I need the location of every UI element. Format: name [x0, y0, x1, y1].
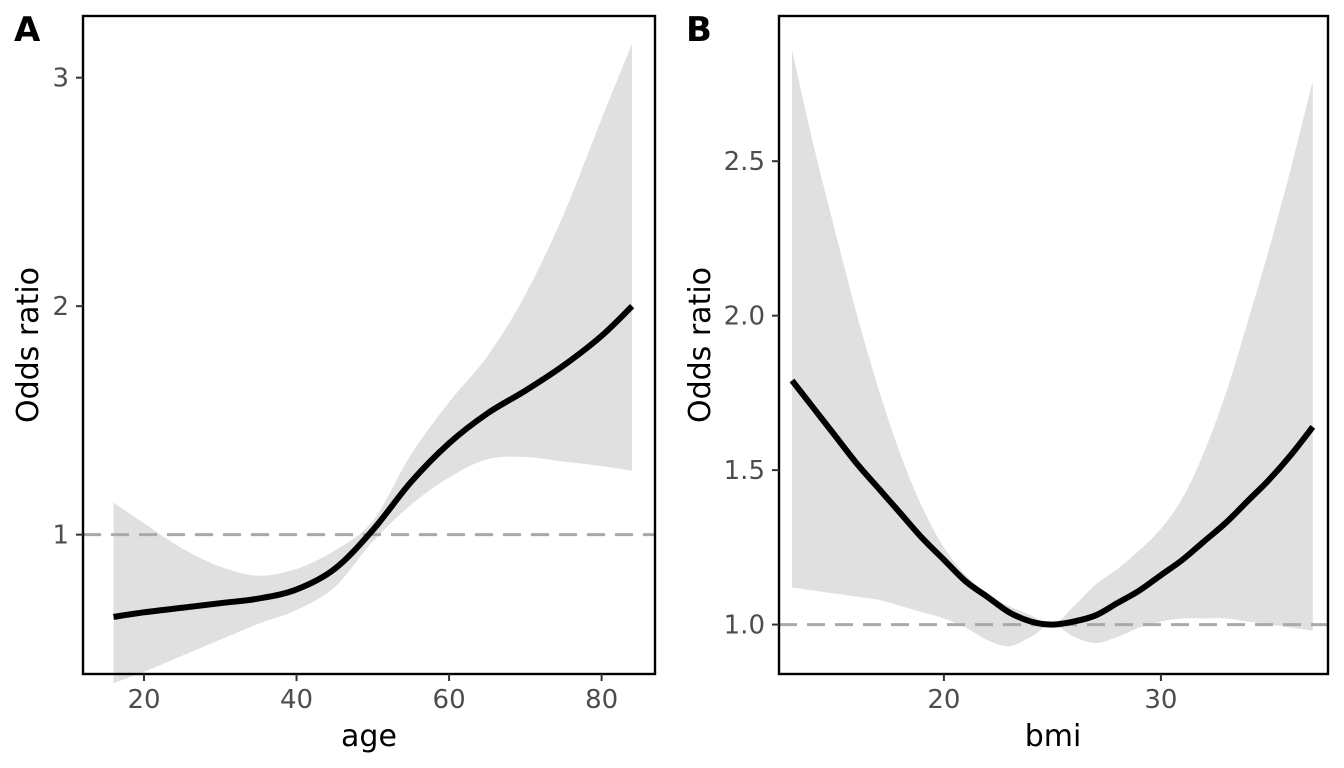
plot-frame: [777, 14, 1330, 676]
curve-layer: [789, 378, 1316, 628]
panel-label: A: [14, 10, 41, 50]
panel-a: A 20 40 60 80 1 2 3 age Odds ratio: [11, 10, 657, 754]
y-ticks: 1 2 3: [52, 64, 83, 551]
curve-layer: [113, 304, 635, 620]
panel-label: B: [686, 10, 712, 50]
confidence-band: [113, 43, 633, 684]
y-tick-label: 1.5: [724, 456, 765, 486]
y-ticks: 1.0 1.5 2.0 2.5: [724, 147, 779, 641]
y-tick-label: 1: [52, 521, 69, 551]
x-tick-label: 60: [433, 685, 466, 715]
confidence-band: [792, 49, 1313, 647]
y-tick-label: 1.0: [724, 611, 765, 641]
x-tick-label: 40: [280, 685, 313, 715]
x-tick-label: 20: [927, 685, 960, 715]
plot-frame: [81, 14, 657, 676]
odds-ratio-curve: [789, 378, 1316, 628]
x-axis-title: age: [341, 719, 397, 754]
y-tick-label: 2.5: [724, 147, 765, 177]
x-axis-title: bmi: [1025, 719, 1082, 754]
band-layer: [113, 43, 633, 684]
y-tick-label: 3: [52, 64, 69, 94]
y-axis-title: Odds ratio: [11, 267, 46, 423]
odds-ratio-curve: [113, 304, 635, 620]
x-ticks: 20 40 60 80: [127, 674, 618, 715]
y-axis-title: Odds ratio: [683, 267, 718, 423]
x-tick-label: 30: [1144, 685, 1177, 715]
y-tick-label: 2.0: [724, 302, 765, 332]
x-tick-label: 20: [127, 685, 160, 715]
y-tick-label: 2: [52, 292, 69, 322]
x-ticks: 20 30: [927, 674, 1177, 715]
panel-b: B 20 30 1.01.52.02.5 bmi Odds ratio: [683, 10, 1330, 754]
x-tick-label: 80: [585, 685, 618, 715]
band-layer: [792, 49, 1313, 647]
